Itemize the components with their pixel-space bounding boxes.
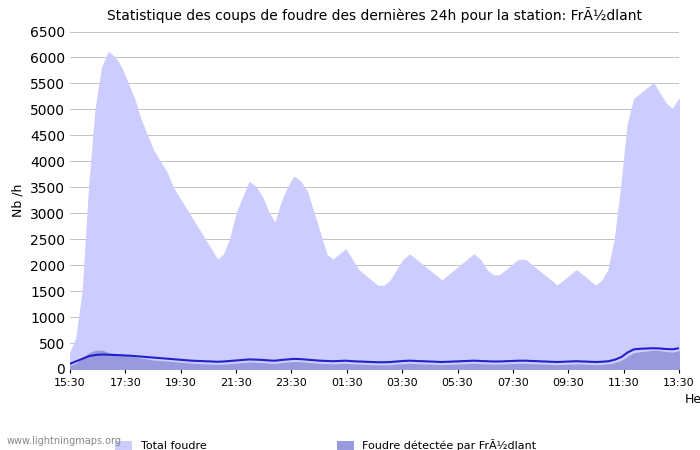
Text: www.lightningmaps.org: www.lightningmaps.org — [7, 436, 122, 446]
Legend: Total foudre, Moyenne de toutes les stations, Foudre détectée par FrÃ½dlant: Total foudre, Moyenne de toutes les stat… — [111, 435, 541, 450]
X-axis label: Heure: Heure — [685, 392, 700, 405]
Y-axis label: Nb /h: Nb /h — [11, 184, 25, 217]
Title: Statistique des coups de foudre des dernières 24h pour la station: FrÃ½dlant: Statistique des coups de foudre des dern… — [107, 8, 642, 23]
